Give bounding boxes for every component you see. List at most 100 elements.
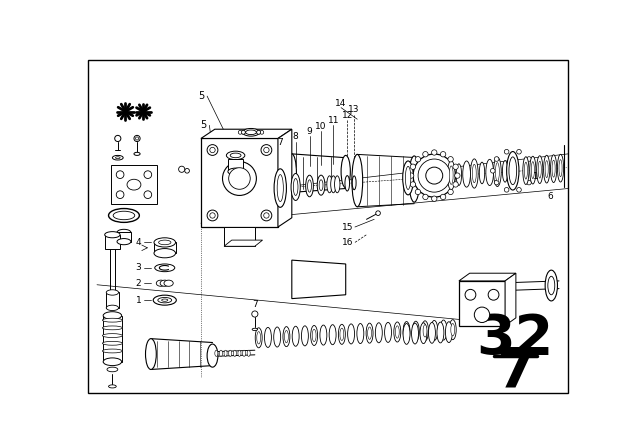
Ellipse shape (463, 161, 470, 187)
Ellipse shape (545, 270, 557, 301)
Ellipse shape (312, 329, 316, 342)
Ellipse shape (102, 318, 122, 322)
Ellipse shape (255, 328, 262, 348)
Ellipse shape (306, 175, 314, 197)
Bar (224, 227, 255, 246)
Polygon shape (459, 273, 516, 281)
Ellipse shape (227, 151, 245, 159)
Ellipse shape (109, 208, 140, 222)
Ellipse shape (537, 156, 543, 184)
Ellipse shape (238, 350, 241, 356)
Text: 10: 10 (316, 122, 327, 131)
Circle shape (453, 164, 458, 169)
Ellipse shape (423, 325, 427, 337)
Ellipse shape (493, 157, 501, 186)
Circle shape (527, 180, 531, 185)
Ellipse shape (479, 162, 484, 184)
Ellipse shape (440, 320, 447, 340)
Ellipse shape (550, 155, 557, 182)
Ellipse shape (207, 344, 218, 367)
Ellipse shape (422, 321, 429, 341)
Ellipse shape (451, 323, 454, 336)
Text: 15: 15 (342, 223, 353, 232)
Ellipse shape (403, 322, 410, 342)
Text: 5: 5 (200, 121, 206, 130)
Ellipse shape (403, 161, 413, 195)
Polygon shape (292, 260, 346, 299)
Circle shape (453, 182, 458, 187)
Text: 5: 5 (198, 91, 204, 101)
Ellipse shape (543, 155, 550, 183)
Ellipse shape (348, 324, 355, 344)
Ellipse shape (310, 325, 317, 345)
Ellipse shape (530, 156, 536, 184)
Bar (105, 235, 120, 249)
Ellipse shape (247, 350, 250, 356)
Ellipse shape (164, 280, 173, 286)
Ellipse shape (412, 323, 419, 344)
Text: 11: 11 (328, 116, 339, 125)
Ellipse shape (437, 322, 444, 343)
Polygon shape (201, 129, 292, 138)
Ellipse shape (352, 176, 356, 190)
Text: 4: 4 (136, 238, 141, 247)
Ellipse shape (102, 341, 122, 345)
Ellipse shape (375, 323, 382, 343)
Ellipse shape (559, 159, 562, 177)
Ellipse shape (447, 160, 455, 190)
Circle shape (431, 150, 437, 155)
Ellipse shape (252, 328, 257, 331)
Ellipse shape (509, 157, 516, 185)
Ellipse shape (102, 326, 122, 330)
Ellipse shape (308, 180, 312, 192)
Ellipse shape (470, 159, 478, 188)
Circle shape (504, 150, 509, 154)
Ellipse shape (224, 350, 227, 356)
Ellipse shape (162, 299, 168, 302)
Circle shape (494, 180, 499, 185)
Ellipse shape (418, 159, 451, 192)
Ellipse shape (403, 323, 410, 345)
Ellipse shape (287, 154, 296, 192)
Ellipse shape (117, 229, 131, 236)
Ellipse shape (429, 323, 435, 343)
Bar (117, 233, 131, 241)
Circle shape (264, 147, 269, 153)
Text: 7: 7 (277, 138, 283, 147)
Circle shape (408, 173, 414, 178)
Ellipse shape (134, 152, 140, 155)
Ellipse shape (293, 178, 298, 195)
Ellipse shape (301, 326, 308, 346)
Ellipse shape (243, 350, 246, 356)
Ellipse shape (102, 334, 122, 337)
Ellipse shape (385, 323, 392, 342)
Ellipse shape (274, 327, 281, 347)
Circle shape (490, 168, 495, 173)
Text: 8: 8 (292, 133, 298, 142)
Ellipse shape (274, 169, 287, 207)
Ellipse shape (260, 130, 264, 134)
Ellipse shape (352, 155, 363, 207)
Ellipse shape (320, 325, 327, 345)
Circle shape (264, 213, 269, 218)
Circle shape (516, 150, 522, 154)
Ellipse shape (507, 151, 519, 190)
Ellipse shape (292, 326, 299, 346)
Text: 9: 9 (307, 127, 312, 136)
Ellipse shape (405, 166, 411, 190)
Ellipse shape (234, 350, 236, 356)
Ellipse shape (153, 295, 176, 305)
Text: 2: 2 (136, 279, 141, 288)
Ellipse shape (531, 162, 534, 179)
Ellipse shape (230, 153, 241, 158)
Circle shape (116, 191, 124, 198)
Ellipse shape (249, 130, 253, 134)
Circle shape (228, 168, 250, 189)
Ellipse shape (215, 350, 218, 356)
Ellipse shape (366, 323, 373, 343)
Text: 6: 6 (547, 192, 552, 201)
Circle shape (252, 311, 258, 317)
Text: 1: 1 (533, 172, 539, 181)
Ellipse shape (413, 154, 456, 197)
Ellipse shape (552, 160, 555, 177)
